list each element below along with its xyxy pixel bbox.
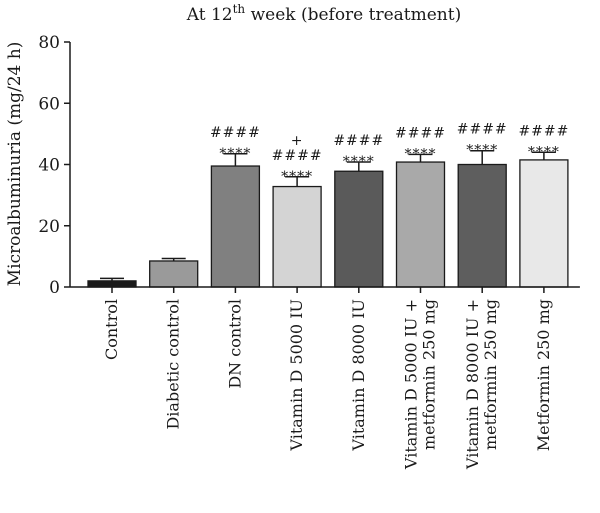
significance-label: **** — [405, 146, 437, 162]
significance-label: #### — [333, 133, 384, 149]
bar-group — [87, 277, 137, 288]
x-category-label: Metformin 250 mg — [534, 299, 553, 451]
y-axis: 0 20 40 60 80 — [38, 33, 71, 298]
significance-label: **** — [343, 154, 375, 170]
bar — [149, 260, 199, 288]
bar-group: **** #### — [333, 133, 384, 288]
significance-label: #### — [210, 125, 261, 141]
x-category-label: Control — [102, 299, 121, 360]
y-tick-label: 60 — [38, 94, 60, 114]
x-category-label-line: metformin 250 mg — [481, 299, 500, 450]
x-category-label-line: Vitamin D 5000 IU + — [402, 299, 421, 470]
bar-series: ****####****####+****####****####****###… — [87, 122, 569, 288]
x-category-label-line: metformin 250 mg — [420, 299, 439, 450]
x-category-label-line: Vitamin D 8000 IU + — [463, 299, 482, 470]
x-category-label-line: Vitamin D 5000 IU — [287, 299, 306, 452]
x-category-label: DN control — [225, 299, 244, 389]
y-tick-label: 0 — [49, 278, 60, 298]
significance-label: #### — [518, 123, 569, 139]
x-category-label-line: Control — [102, 299, 121, 360]
bar — [272, 185, 322, 288]
bar-group: **** #### — [210, 125, 261, 288]
x-category-label-line: Vitamin D 8000 IU — [349, 299, 368, 452]
bar — [334, 170, 384, 288]
bar — [457, 163, 507, 288]
x-category-label: Vitamin D 8000 IU +metformin 250 mg — [463, 299, 500, 470]
x-axis: Control Diabetic control DN control Vitamin… — [70, 286, 580, 470]
significance-label: **** — [466, 143, 498, 159]
bar — [210, 165, 261, 288]
y-tick-label: 20 — [38, 217, 60, 237]
y-tick-label: 40 — [38, 156, 60, 176]
significance-label: #### — [395, 125, 446, 141]
bar — [87, 280, 137, 288]
significance-label: **** — [219, 146, 251, 162]
chart-title-superscript: th — [233, 2, 246, 16]
bar-group: **** #### — [457, 122, 508, 288]
significance-label: + — [291, 133, 304, 149]
chart-title-rest: week (before treatment) — [245, 5, 461, 25]
x-category-label-line: Diabetic control — [164, 299, 183, 430]
chart-title: At 12th week (before treatment) — [186, 2, 461, 25]
x-category-label-line: Metformin 250 mg — [534, 299, 553, 451]
bar-group — [149, 257, 199, 288]
y-axis-label: Microalbuminuria (mg/24 h) — [5, 42, 25, 287]
y-tick-label: 80 — [38, 33, 60, 53]
significance-label: #### — [457, 122, 508, 138]
x-category-label-line: DN control — [225, 299, 244, 389]
x-category-label: Vitamin D 5000 IU +metformin 250 mg — [402, 299, 439, 470]
significance-label: **** — [281, 169, 313, 185]
bar-group: **** #### — [395, 125, 446, 288]
bar-group: **** ####+ — [272, 133, 323, 288]
bar — [519, 159, 569, 288]
significance-label: **** — [528, 144, 560, 160]
bar — [395, 161, 446, 288]
x-category-label: Vitamin D 8000 IU — [349, 299, 368, 452]
significance-label: #### — [272, 148, 323, 164]
chart-title-main: At 12 — [186, 5, 233, 25]
x-category-label: Vitamin D 5000 IU — [287, 299, 306, 452]
x-category-label: Diabetic control — [164, 299, 183, 430]
bar-group: **** #### — [518, 123, 569, 288]
